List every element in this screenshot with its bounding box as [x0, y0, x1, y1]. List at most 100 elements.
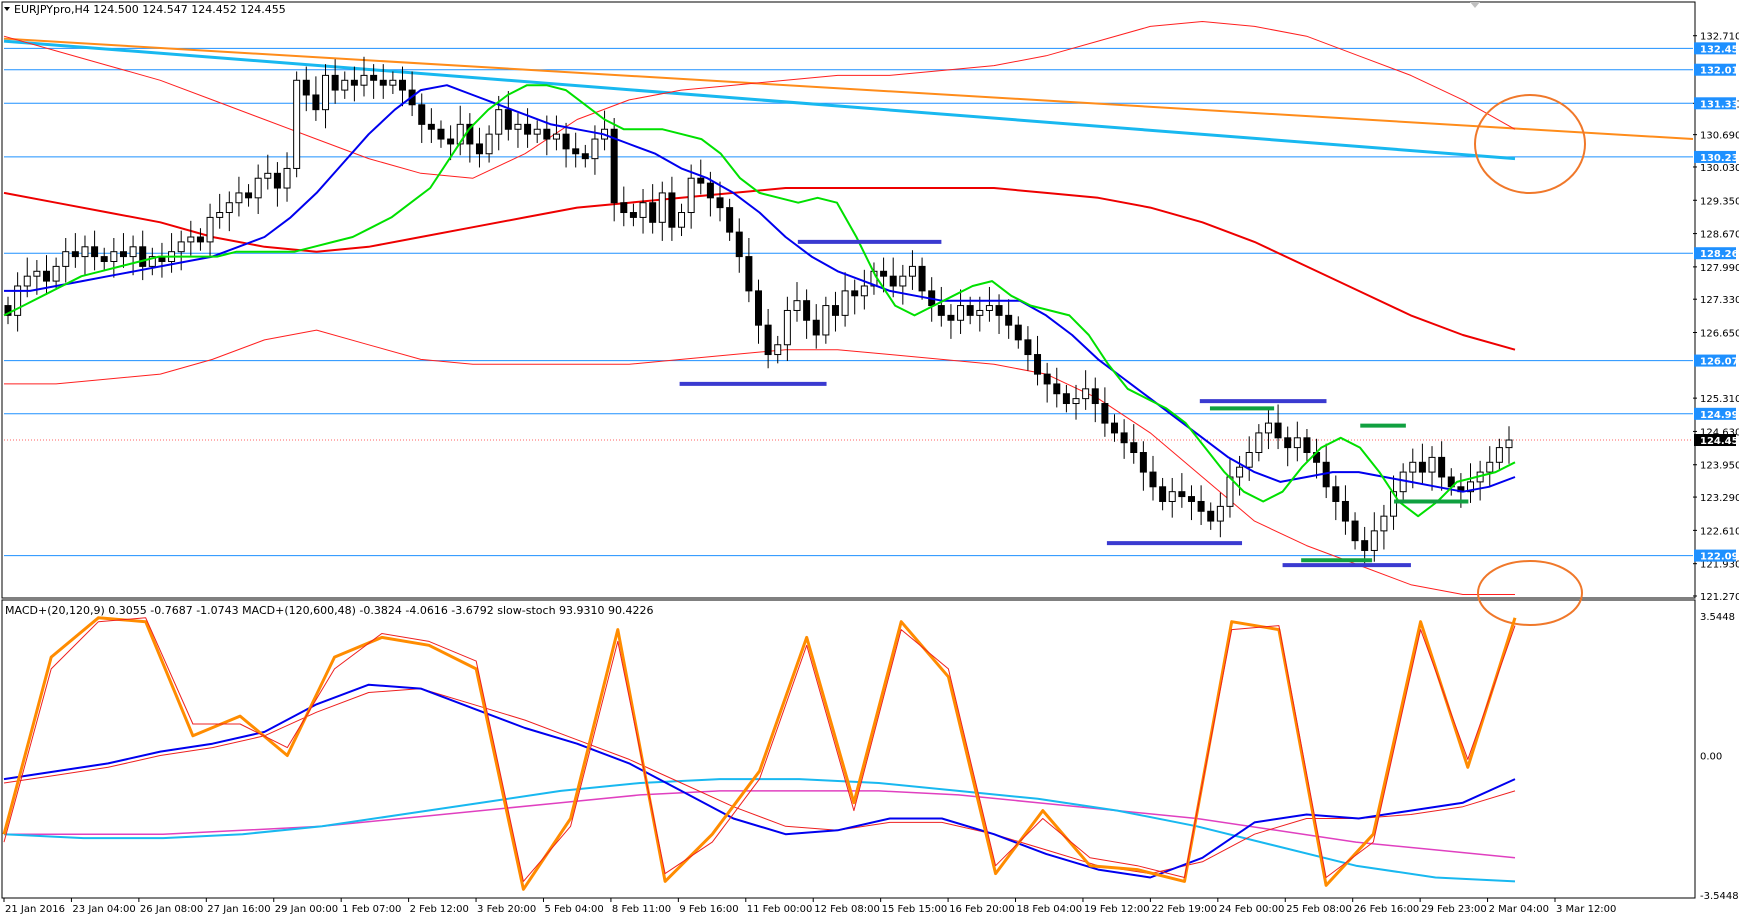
indicator-tick-label: -3.5448: [1700, 891, 1739, 902]
candle-bull: [822, 305, 830, 336]
level-price-tag[interactable]: [1694, 63, 1736, 76]
candle-bear: [312, 94, 320, 111]
price-tick-label: 130.030: [1700, 163, 1739, 174]
indicator-tick-label: 3.5448: [1700, 612, 1735, 623]
level-price-label: 131.330: [1700, 99, 1739, 110]
candle-bear: [437, 128, 445, 140]
candle-bull: [985, 305, 993, 311]
time-tick-label: 12 Feb 08:00: [814, 904, 880, 915]
candle-bear: [880, 270, 888, 277]
time-tick-label: 16 Feb 20:00: [949, 904, 1015, 915]
candle-bear: [4, 305, 12, 316]
candle-bear: [831, 305, 839, 316]
level-price-tag[interactable]: [1694, 549, 1736, 562]
candle-bear: [1091, 388, 1099, 405]
candle-bull: [129, 246, 137, 258]
candle-bear: [1207, 510, 1215, 522]
time-tick-label: 18 Feb 04:00: [1017, 904, 1083, 915]
candle-bull: [1495, 447, 1503, 463]
candle-bear: [1062, 393, 1070, 405]
level-price-tag[interactable]: [1694, 407, 1736, 420]
candle-bull: [81, 246, 89, 258]
candle-bull: [1072, 398, 1080, 405]
candle-bear: [706, 182, 714, 199]
candle-bear: [1361, 540, 1369, 551]
time-tick-label: 26 Feb 16:00: [1354, 904, 1420, 915]
candle-bull: [514, 123, 522, 130]
candle-bear: [331, 74, 339, 91]
candle-bull: [783, 309, 791, 346]
candle-bear: [726, 207, 734, 233]
price-tick-label: 122.610: [1700, 526, 1739, 537]
candle-bull: [33, 270, 41, 277]
candle-bull: [1236, 466, 1244, 478]
candle-bear: [1120, 432, 1128, 444]
candle-bull: [1390, 491, 1398, 517]
level-price-tag[interactable]: [1694, 97, 1736, 110]
candle-bear: [379, 79, 387, 86]
candle-bear: [1101, 403, 1109, 424]
candle-bear: [245, 192, 253, 199]
candle-bear: [119, 251, 127, 258]
candle-bear: [350, 79, 358, 86]
candle-bear: [1159, 486, 1167, 502]
indicator-header: MACD+(20,120,9) 0.3055 -0.7687 -1.0743 M…: [5, 604, 654, 617]
time-tick-label: 9 Feb 16:00: [679, 904, 738, 915]
envelope-upper-line: [3, 21, 1516, 179]
chevron-down-icon[interactable]: [4, 7, 10, 11]
current-price-label: 124.455: [1700, 436, 1739, 447]
level-price-label: 122.095: [1700, 552, 1739, 563]
annotation-ellipse-upper[interactable]: [1474, 94, 1586, 194]
candle-bull: [1245, 452, 1253, 468]
annotation-ellipse-lower[interactable]: [1477, 560, 1583, 626]
candle-bull: [389, 79, 397, 86]
trendline-cyan[interactable]: [3, 39, 1516, 161]
ma-fast-line: [3, 84, 1516, 518]
price-tick-label: 126.650: [1700, 329, 1739, 340]
price-tick-label: 121.930: [1700, 560, 1739, 571]
symbol-header: EURJPYpro,H4 124.500 124.547 124.452 124…: [14, 3, 286, 16]
chart-shift-marker[interactable]: [1470, 2, 1480, 8]
level-price-tag[interactable]: [1694, 42, 1736, 55]
candle-bear: [1178, 491, 1186, 498]
candle-bull: [957, 305, 965, 321]
time-tick-label: 1 Feb 07:00: [342, 904, 401, 915]
candle-bear: [273, 172, 281, 189]
candle-bear: [995, 305, 1003, 316]
candle-bull: [1370, 530, 1378, 551]
candle-bull: [1399, 471, 1407, 493]
level-price-label: 128.269: [1700, 249, 1739, 260]
time-tick-label: 19 Feb 12:00: [1084, 904, 1150, 915]
candle-bear: [697, 177, 705, 184]
candle-bear: [100, 256, 108, 262]
level-price-label: 124.990: [1700, 410, 1739, 421]
time-tick-label: 29 Feb 23:00: [1421, 904, 1487, 915]
candle-bear: [1024, 339, 1032, 356]
price-tick-label: 127.990: [1700, 263, 1739, 274]
level-price-label: 130.235: [1700, 153, 1739, 164]
candle-bull: [841, 290, 849, 316]
candle-bull: [225, 202, 233, 214]
time-tick-label: 11 Feb 00:00: [747, 904, 813, 915]
trendline-orange[interactable]: [3, 37, 1694, 141]
candle-bear: [543, 128, 551, 140]
candle-bear: [1043, 373, 1051, 385]
candle-bear: [735, 231, 743, 258]
candle-bull: [14, 285, 22, 316]
candle-bear: [1418, 461, 1426, 473]
level-price-tag[interactable]: [1694, 150, 1736, 163]
level-price-tag[interactable]: [1694, 247, 1736, 260]
time-tick-label: 23 Jan 04:00: [72, 904, 135, 915]
candle-bear: [562, 133, 570, 150]
candle-bull: [177, 241, 185, 253]
candle-bear: [629, 212, 637, 218]
candle-bull: [1293, 437, 1301, 449]
candle-bull: [899, 275, 907, 287]
candle-bull: [591, 138, 599, 160]
candle-bear: [1197, 500, 1205, 512]
candle-bull: [110, 251, 118, 262]
price-pane-border: [1, 1, 1696, 599]
level-price-tag[interactable]: [1694, 354, 1736, 367]
